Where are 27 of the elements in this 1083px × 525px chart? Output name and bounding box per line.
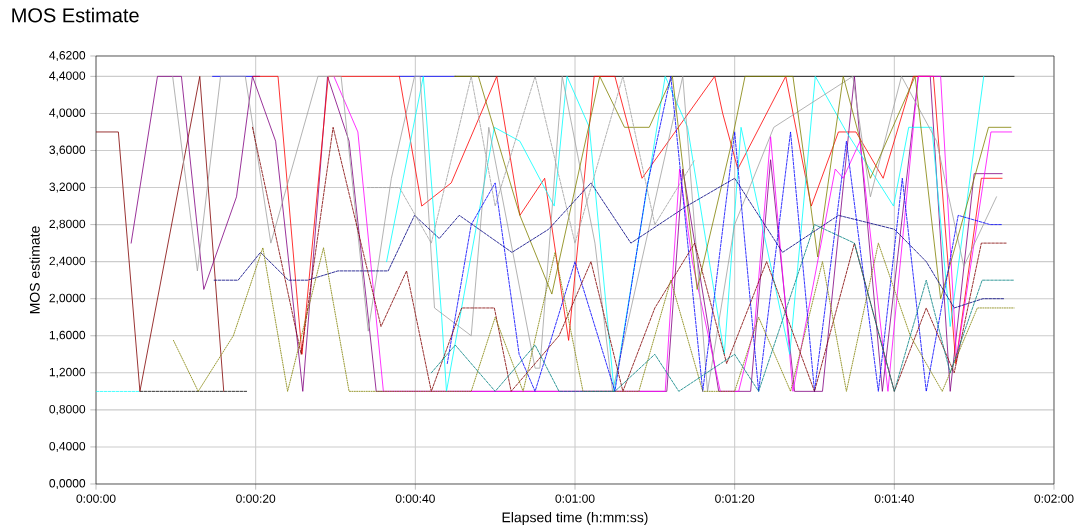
y-axis-title: MOS estimate [29, 226, 40, 314]
line-series [430, 224, 1015, 392]
chart-title: MOS Estimate [12, 7, 139, 23]
y-tick-label: 0,4000 [49, 441, 86, 452]
y-tick-label: 3,2000 [49, 182, 86, 193]
y-tick-label: 4,4000 [49, 71, 86, 82]
x-tick-label: 0:00:20 [236, 494, 276, 503]
y-tick-label: 1,2000 [49, 367, 86, 378]
x-tick-label: 0:01:20 [715, 494, 755, 503]
y-tick-label: 2,0000 [49, 293, 86, 304]
y-tick-label: 1,6000 [49, 330, 86, 341]
y-tick-label: 4,6200 [49, 51, 86, 61]
x-tick-label: 0:02:00 [1034, 494, 1074, 503]
y-tick-label: 2,4000 [49, 256, 86, 267]
line-series [252, 126, 1007, 392]
x-tick-label: 0:01:40 [874, 494, 914, 503]
y-tick-label: 4,0000 [49, 108, 86, 119]
y-tick-label: 3,6000 [49, 145, 86, 156]
x-tick-label: 0:00:00 [76, 494, 116, 503]
line-series [213, 177, 1005, 309]
x-tick-label: 0:00:40 [395, 494, 435, 503]
x-tick-label: 0:01:00 [555, 494, 595, 503]
y-tick-label: 0,8000 [49, 404, 86, 415]
line-series [252, 75, 1003, 364]
y-tick-label: 2,8000 [49, 219, 86, 230]
x-axis-title: Elapsed time (h:mm:ss) [502, 512, 648, 525]
y-tick-label: 0,0000 [49, 479, 86, 489]
